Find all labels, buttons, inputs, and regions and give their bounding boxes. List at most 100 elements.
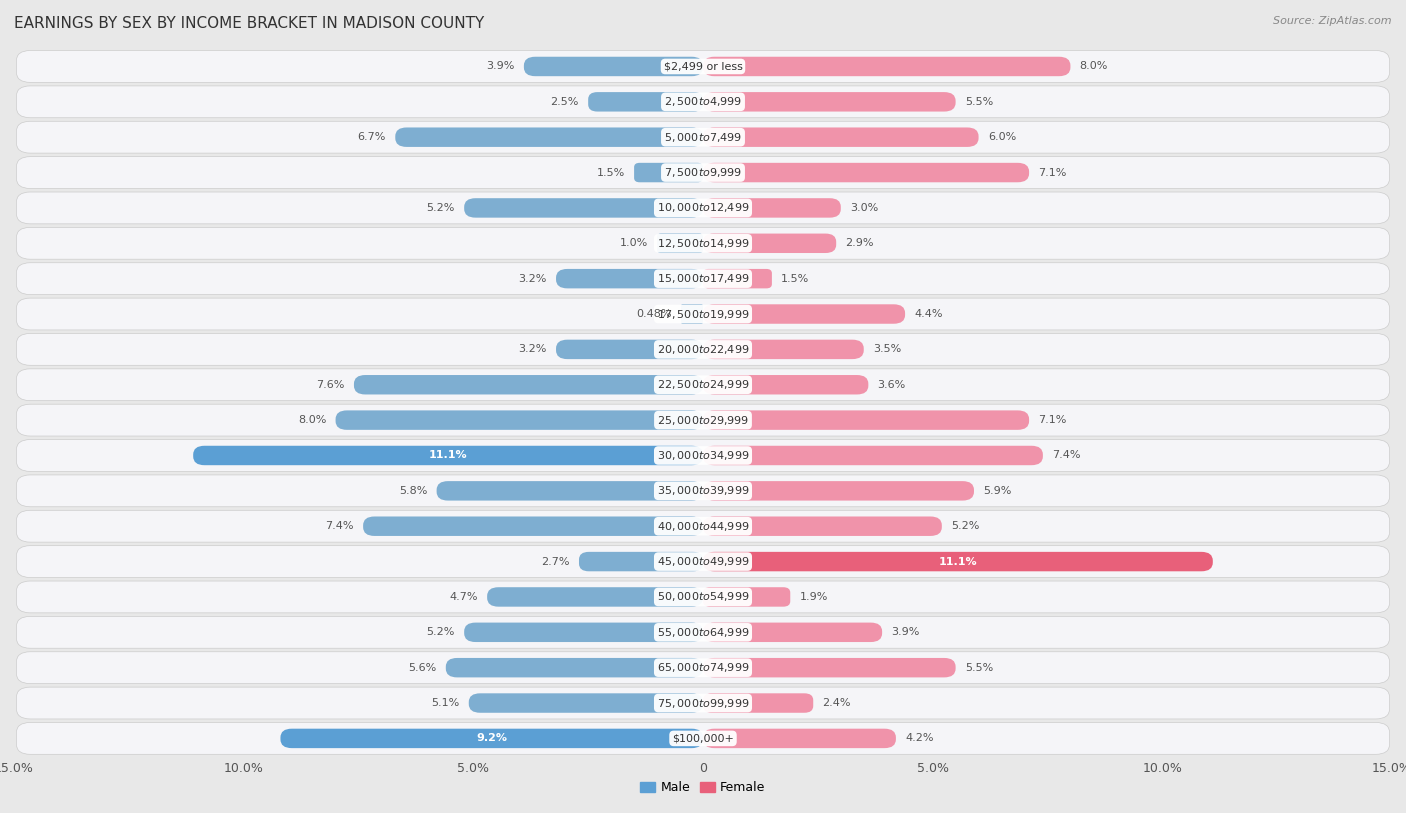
Text: 3.2%: 3.2% <box>519 274 547 284</box>
FancyBboxPatch shape <box>17 440 1389 472</box>
Text: $65,000 to $74,999: $65,000 to $74,999 <box>657 661 749 674</box>
FancyBboxPatch shape <box>703 57 1070 76</box>
Text: $12,500 to $14,999: $12,500 to $14,999 <box>657 237 749 250</box>
FancyBboxPatch shape <box>17 369 1389 401</box>
Text: 5.6%: 5.6% <box>408 663 437 672</box>
Text: 7.6%: 7.6% <box>316 380 344 389</box>
Text: 2.7%: 2.7% <box>541 557 569 567</box>
FancyBboxPatch shape <box>703 693 813 713</box>
FancyBboxPatch shape <box>703 623 882 642</box>
Text: $22,500 to $24,999: $22,500 to $24,999 <box>657 378 749 391</box>
FancyBboxPatch shape <box>464 623 703 642</box>
Text: 5.2%: 5.2% <box>426 628 456 637</box>
FancyBboxPatch shape <box>17 298 1389 330</box>
Text: 1.5%: 1.5% <box>782 274 810 284</box>
FancyBboxPatch shape <box>464 198 703 218</box>
Text: 7.4%: 7.4% <box>325 521 354 531</box>
Text: $30,000 to $34,999: $30,000 to $34,999 <box>657 449 749 462</box>
Text: $55,000 to $64,999: $55,000 to $64,999 <box>657 626 749 639</box>
Text: 5.1%: 5.1% <box>432 698 460 708</box>
FancyBboxPatch shape <box>363 516 703 536</box>
Text: 5.2%: 5.2% <box>950 521 980 531</box>
FancyBboxPatch shape <box>703 269 772 289</box>
Text: 1.5%: 1.5% <box>596 167 624 177</box>
Text: 3.6%: 3.6% <box>877 380 905 389</box>
FancyBboxPatch shape <box>17 652 1389 684</box>
FancyBboxPatch shape <box>703 304 905 324</box>
Text: $5,000 to $7,499: $5,000 to $7,499 <box>664 131 742 144</box>
FancyBboxPatch shape <box>703 128 979 147</box>
Text: $40,000 to $44,999: $40,000 to $44,999 <box>657 520 749 533</box>
FancyBboxPatch shape <box>17 581 1389 613</box>
FancyBboxPatch shape <box>468 693 703 713</box>
Text: 5.2%: 5.2% <box>426 203 456 213</box>
FancyBboxPatch shape <box>17 228 1389 259</box>
FancyBboxPatch shape <box>17 546 1389 577</box>
Text: $25,000 to $29,999: $25,000 to $29,999 <box>657 414 749 427</box>
FancyBboxPatch shape <box>17 192 1389 224</box>
Text: $17,500 to $19,999: $17,500 to $19,999 <box>657 307 749 320</box>
FancyBboxPatch shape <box>703 163 1029 182</box>
Text: Source: ZipAtlas.com: Source: ZipAtlas.com <box>1274 16 1392 26</box>
Text: $2,500 to $4,999: $2,500 to $4,999 <box>664 95 742 108</box>
Text: 8.0%: 8.0% <box>1080 62 1108 72</box>
FancyBboxPatch shape <box>703 552 1213 572</box>
Text: 2.4%: 2.4% <box>823 698 851 708</box>
FancyBboxPatch shape <box>17 157 1389 189</box>
Text: 3.9%: 3.9% <box>891 628 920 637</box>
Text: 11.1%: 11.1% <box>939 557 977 567</box>
Text: $100,000+: $100,000+ <box>672 733 734 743</box>
FancyBboxPatch shape <box>657 233 703 253</box>
FancyBboxPatch shape <box>193 446 703 465</box>
FancyBboxPatch shape <box>555 340 703 359</box>
Text: 5.5%: 5.5% <box>965 97 993 107</box>
Text: 4.4%: 4.4% <box>914 309 943 319</box>
Text: 6.0%: 6.0% <box>988 133 1017 142</box>
FancyBboxPatch shape <box>446 658 703 677</box>
Text: 3.5%: 3.5% <box>873 345 901 354</box>
Text: $75,000 to $99,999: $75,000 to $99,999 <box>657 697 749 710</box>
Text: 6.7%: 6.7% <box>357 133 387 142</box>
FancyBboxPatch shape <box>336 411 703 430</box>
Text: 7.4%: 7.4% <box>1052 450 1081 460</box>
Text: $15,000 to $17,499: $15,000 to $17,499 <box>657 272 749 285</box>
FancyBboxPatch shape <box>703 340 863 359</box>
Text: $10,000 to $12,499: $10,000 to $12,499 <box>657 202 749 215</box>
Legend: Male, Female: Male, Female <box>636 776 770 799</box>
FancyBboxPatch shape <box>524 57 703 76</box>
FancyBboxPatch shape <box>17 475 1389 506</box>
Text: 3.9%: 3.9% <box>486 62 515 72</box>
Text: EARNINGS BY SEX BY INCOME BRACKET IN MADISON COUNTY: EARNINGS BY SEX BY INCOME BRACKET IN MAD… <box>14 16 484 31</box>
Text: 5.9%: 5.9% <box>983 486 1011 496</box>
FancyBboxPatch shape <box>703 375 869 394</box>
FancyBboxPatch shape <box>17 86 1389 118</box>
Text: 2.5%: 2.5% <box>551 97 579 107</box>
Text: $50,000 to $54,999: $50,000 to $54,999 <box>657 590 749 603</box>
FancyBboxPatch shape <box>17 687 1389 719</box>
FancyBboxPatch shape <box>17 263 1389 294</box>
FancyBboxPatch shape <box>588 92 703 111</box>
Text: 5.8%: 5.8% <box>399 486 427 496</box>
FancyBboxPatch shape <box>703 728 896 748</box>
Text: 3.0%: 3.0% <box>851 203 879 213</box>
FancyBboxPatch shape <box>280 728 703 748</box>
FancyBboxPatch shape <box>703 446 1043 465</box>
FancyBboxPatch shape <box>703 198 841 218</box>
FancyBboxPatch shape <box>703 516 942 536</box>
FancyBboxPatch shape <box>703 233 837 253</box>
Text: 1.0%: 1.0% <box>620 238 648 248</box>
FancyBboxPatch shape <box>634 163 703 182</box>
FancyBboxPatch shape <box>703 411 1029 430</box>
Text: 3.2%: 3.2% <box>519 345 547 354</box>
Text: $45,000 to $49,999: $45,000 to $49,999 <box>657 555 749 568</box>
FancyBboxPatch shape <box>395 128 703 147</box>
FancyBboxPatch shape <box>17 121 1389 153</box>
FancyBboxPatch shape <box>17 723 1389 754</box>
FancyBboxPatch shape <box>17 616 1389 648</box>
FancyBboxPatch shape <box>17 511 1389 542</box>
Text: 5.5%: 5.5% <box>965 663 993 672</box>
Text: $35,000 to $39,999: $35,000 to $39,999 <box>657 485 749 498</box>
Text: 7.1%: 7.1% <box>1038 415 1067 425</box>
Text: 7.1%: 7.1% <box>1038 167 1067 177</box>
FancyBboxPatch shape <box>437 481 703 501</box>
